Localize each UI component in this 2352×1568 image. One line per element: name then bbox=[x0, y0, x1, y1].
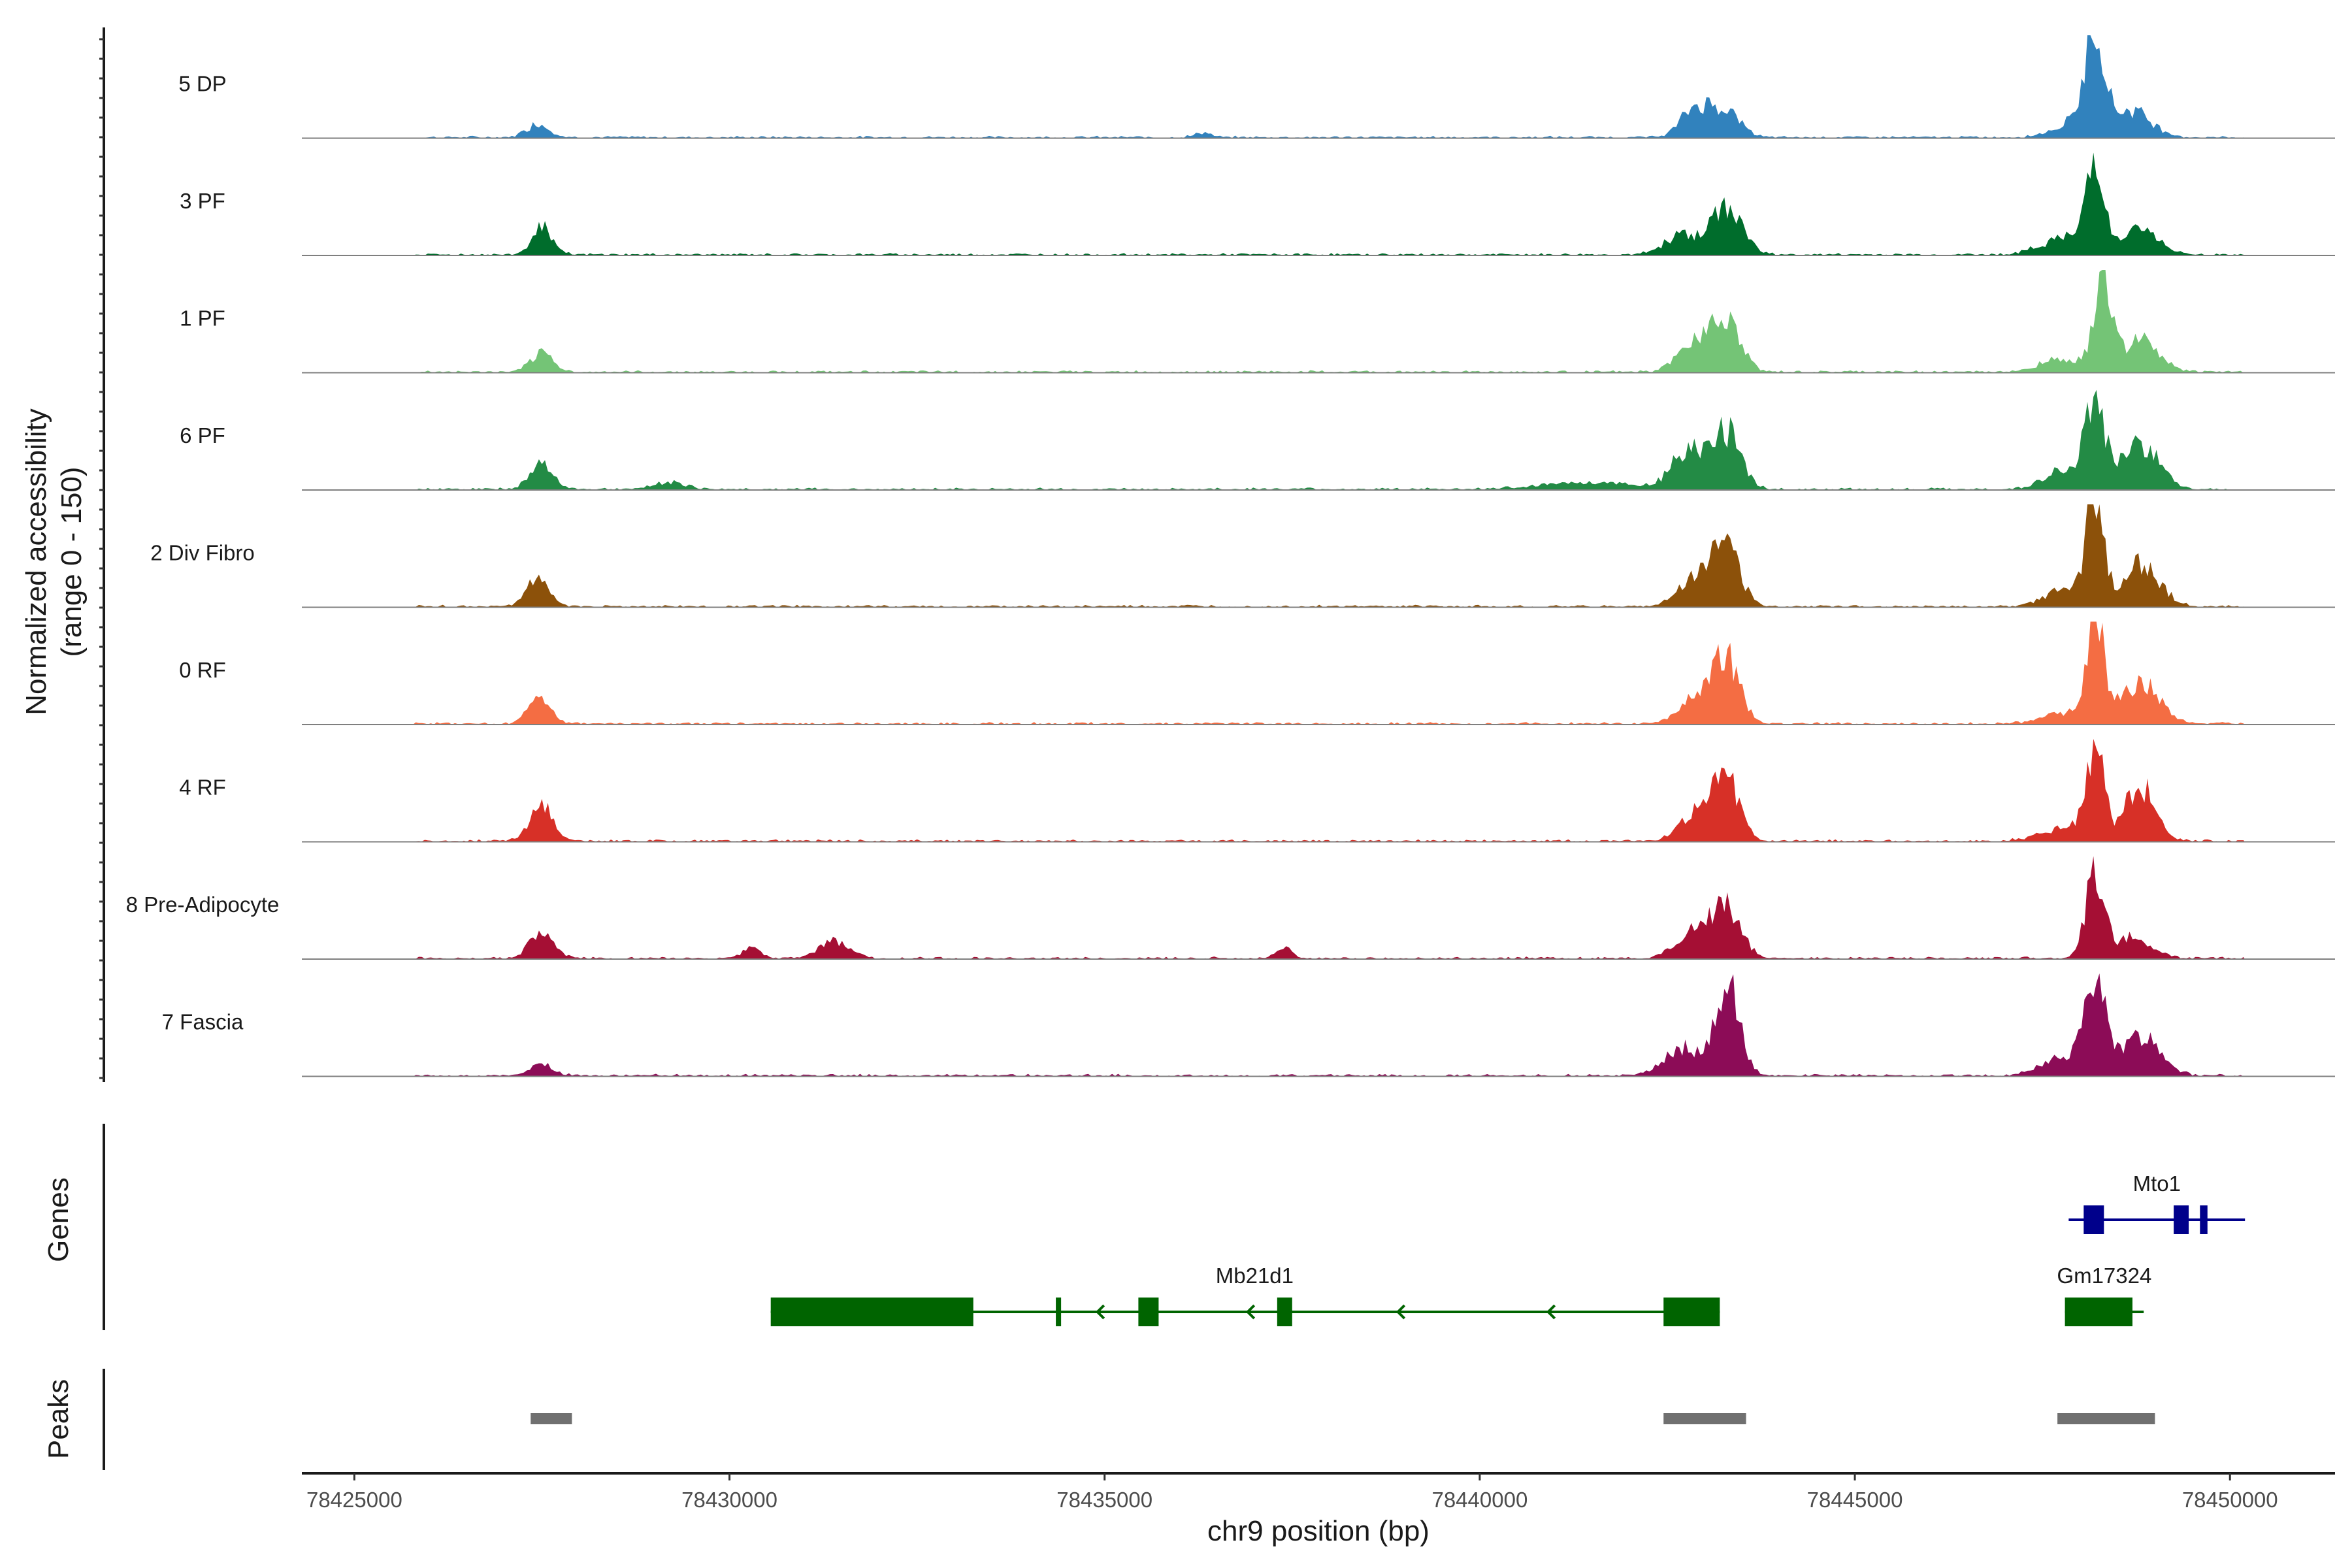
track-6-pf: 6 PF bbox=[180, 389, 2335, 491]
gene-exon bbox=[2200, 1205, 2208, 1234]
coverage-area bbox=[302, 152, 2246, 255]
track-0-rf: 0 RF bbox=[179, 621, 2335, 725]
coverage-area bbox=[302, 504, 2246, 608]
x-axis-title: chr9 position (bp) bbox=[1207, 1515, 1429, 1547]
coverage-tracks: 5 DP 3 PF 1 PF 6 PF 2 Div Fibro 0 RF 4 RF 8 Pre… bbox=[126, 35, 2335, 1077]
strand-arrow bbox=[1546, 1304, 1556, 1320]
gene-exon bbox=[2083, 1205, 2104, 1234]
coverage-area bbox=[302, 621, 2246, 725]
track-label: 1 PF bbox=[180, 306, 225, 331]
gene-exon bbox=[1663, 1298, 1720, 1326]
gene-annotations: Mto1 Mb21d1 Gm17324 bbox=[770, 1171, 2246, 1326]
track-1-pf: 1 PF bbox=[180, 270, 2335, 374]
coverage-area bbox=[302, 973, 2246, 1077]
gene-label: Mto1 bbox=[2133, 1171, 2181, 1196]
gene-label: Gm17324 bbox=[2057, 1264, 2151, 1288]
coverage-area bbox=[302, 389, 2246, 490]
peak-region bbox=[1663, 1413, 1746, 1424]
x-axis-ticks: 78425000 78430000 78435000 78440000 78445000… bbox=[306, 1473, 2278, 1512]
gene-exon bbox=[770, 1298, 973, 1326]
track-label: 0 RF bbox=[179, 658, 226, 682]
gene-exon bbox=[1138, 1298, 1159, 1326]
y-axis-title: Normalized accessibility (range 0 - 150) bbox=[20, 408, 88, 715]
strand-arrow bbox=[1245, 1304, 1256, 1320]
track-label: 7 Fascia bbox=[162, 1010, 244, 1034]
track-3-pf: 3 PF bbox=[180, 152, 2335, 256]
gene-exon bbox=[2065, 1298, 2132, 1326]
track-4-rf: 4 RF bbox=[179, 739, 2335, 843]
x-tick-label: 78450000 bbox=[2182, 1488, 2278, 1512]
peak-regions bbox=[531, 1413, 2155, 1424]
x-tick-label: 78425000 bbox=[306, 1488, 402, 1512]
gene-gm17324: Gm17324 bbox=[2057, 1264, 2151, 1326]
gene-mb21d1: Mb21d1 bbox=[770, 1264, 1720, 1326]
track-7-fascia: 7 Fascia bbox=[162, 973, 2335, 1077]
x-tick-label: 78435000 bbox=[1056, 1488, 1152, 1512]
track-label: 2 Div Fibro bbox=[150, 541, 255, 565]
track-label: 4 RF bbox=[179, 776, 226, 800]
coverage-area bbox=[302, 270, 2246, 373]
track-2-div-fibro: 2 Div Fibro bbox=[150, 504, 2335, 608]
gene-exon bbox=[1277, 1298, 1292, 1326]
track-label: 8 Pre-Adipocyte bbox=[126, 892, 280, 917]
coverage-y-ticks bbox=[99, 38, 104, 1079]
gene-mto1: Mto1 bbox=[2068, 1171, 2246, 1234]
track-label: 5 DP bbox=[178, 72, 226, 96]
x-tick-label: 78445000 bbox=[1807, 1488, 1903, 1512]
peak-region bbox=[2057, 1413, 2155, 1424]
peaks-section-title: Peaks bbox=[42, 1379, 74, 1459]
x-tick-label: 78430000 bbox=[681, 1488, 777, 1512]
track-8-pre-adipocyte: 8 Pre-Adipocyte bbox=[126, 856, 2335, 960]
track-label: 6 PF bbox=[180, 423, 225, 448]
gene-exon bbox=[2174, 1205, 2189, 1234]
y-axis-title-line2: (range 0 - 150) bbox=[56, 466, 88, 657]
y-axis-title-line1: Normalized accessibility bbox=[20, 408, 52, 715]
gene-label: Mb21d1 bbox=[1216, 1264, 1294, 1288]
track-5-dp: 5 DP bbox=[178, 35, 2335, 139]
genes-section-title: Genes bbox=[42, 1177, 74, 1262]
track-label: 3 PF bbox=[180, 189, 225, 213]
peak-region bbox=[531, 1413, 572, 1424]
gene-exon bbox=[1056, 1298, 1062, 1326]
x-tick-label: 78440000 bbox=[1431, 1488, 1527, 1512]
strand-arrow bbox=[1396, 1304, 1406, 1320]
strand-arrow bbox=[1095, 1304, 1105, 1320]
